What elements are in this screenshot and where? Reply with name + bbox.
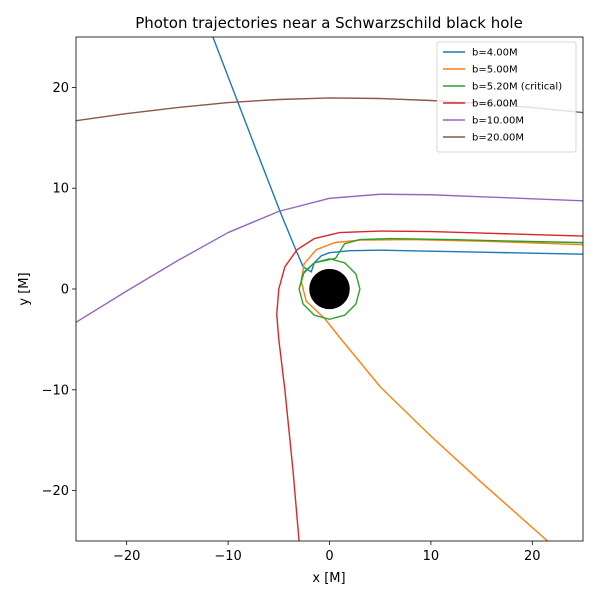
legend-label: b=5.00M bbox=[472, 65, 518, 76]
trajectory-line-0 bbox=[212, 37, 583, 273]
legend-label: b=5.20M (critical) bbox=[472, 82, 562, 93]
legend-label: b=10.00M bbox=[472, 116, 524, 127]
y-tick-label: −20 bbox=[42, 484, 69, 499]
trajectory-line-3 bbox=[276, 230, 583, 541]
x-tick-label: −20 bbox=[113, 549, 140, 564]
legend-box bbox=[436, 41, 577, 153]
x-tick-label: −10 bbox=[214, 549, 241, 564]
y-tick-label: 10 bbox=[52, 182, 69, 197]
trajectory-line-4 bbox=[76, 193, 583, 323]
legend-label: b=6.00M bbox=[472, 99, 518, 110]
plot-content bbox=[76, 37, 583, 541]
black-hole-disk bbox=[309, 268, 350, 310]
x-tick-label: 20 bbox=[524, 549, 541, 564]
trajectory-line-2 bbox=[298, 237, 583, 320]
x-tick-label: 10 bbox=[423, 549, 440, 564]
y-tick-label: 20 bbox=[52, 81, 69, 96]
y-tick-label: 0 bbox=[61, 283, 69, 298]
axis-ticks: −20 −10 0 10 20 −20 −10 0 10 20 bbox=[42, 81, 541, 564]
legend: b=4.00M b=5.00M b=5.20M (critical) b=6.00M b… bbox=[436, 41, 577, 153]
legend-label: b=20.00M bbox=[472, 133, 524, 144]
y-tick-label: −10 bbox=[42, 383, 69, 398]
legend-label: b=4.00M bbox=[472, 48, 518, 59]
x-tick-label: 0 bbox=[325, 549, 333, 564]
x-axis-label: x [M] bbox=[312, 571, 345, 586]
chart-title: Photon trajectories near a Schwarzschild… bbox=[135, 14, 523, 32]
y-axis-label: y [M] bbox=[17, 272, 32, 305]
